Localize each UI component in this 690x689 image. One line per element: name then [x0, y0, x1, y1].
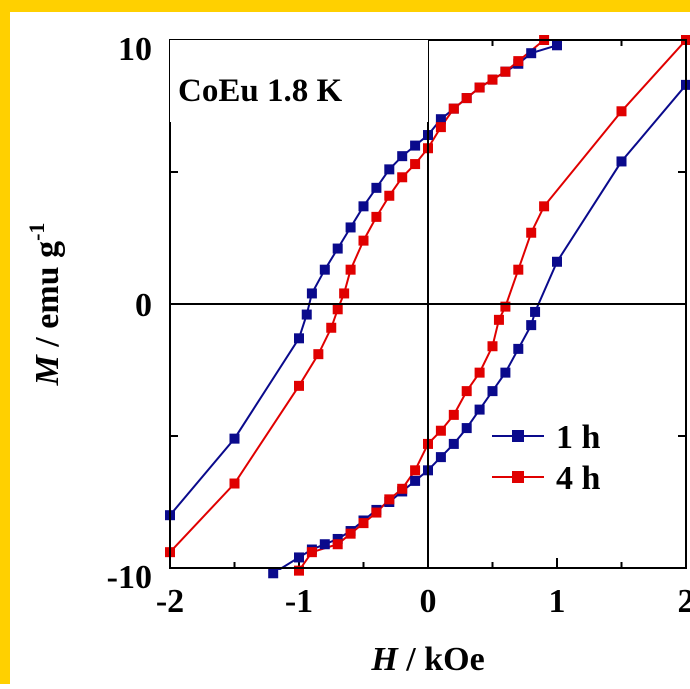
x-tick-label: 2 — [678, 583, 690, 620]
data-point-4-h-return — [307, 547, 317, 557]
data-point-4-h-return — [384, 494, 394, 504]
data-point-1-h-return — [475, 405, 485, 415]
data-point-1-h-return — [617, 156, 627, 166]
data-point-4-h — [488, 75, 498, 85]
data-point-1-h — [384, 164, 394, 174]
data-point-4-h — [397, 172, 407, 182]
data-point-1-h — [302, 310, 312, 320]
legend-label-1h: 1 h — [556, 419, 601, 456]
x-tick-label: 1 — [549, 583, 566, 620]
data-point-4-h — [371, 212, 381, 222]
data-point-4-h-return — [462, 386, 472, 396]
data-point-1-h-return — [410, 476, 420, 486]
legend-marker-4h — [512, 471, 524, 483]
x-axis-unit: / kOe — [398, 641, 485, 678]
data-point-1-h — [294, 333, 304, 343]
data-point-1-h-return — [268, 568, 278, 578]
data-point-1-h — [410, 141, 420, 151]
data-point-4-h-return — [436, 426, 446, 436]
data-point-1-h-return — [462, 423, 472, 433]
data-point-1-h — [552, 40, 562, 50]
data-point-4-h-return — [346, 529, 356, 539]
data-point-1-h — [307, 288, 317, 298]
data-point-1-h — [371, 183, 381, 193]
legend-marker-1h — [512, 430, 524, 442]
data-point-4-h — [449, 104, 459, 114]
y-tick-label: -10 — [107, 559, 152, 596]
data-point-4-h-return — [513, 265, 523, 275]
data-point-1-h — [526, 48, 536, 58]
y-tick-label: 10 — [118, 31, 152, 68]
data-point-4-h — [346, 265, 356, 275]
x-tick-label: -2 — [156, 583, 184, 620]
data-point-1-h-return — [526, 320, 536, 330]
y-axis-unit: / emu g — [29, 241, 66, 355]
data-point-1-h — [397, 151, 407, 161]
data-point-1-h — [333, 244, 343, 254]
data-point-1-h — [320, 265, 330, 275]
data-point-4-h-return — [488, 341, 498, 351]
y-axis-variable: M — [29, 353, 66, 386]
data-point-4-h-return — [371, 508, 381, 518]
data-point-4-h — [462, 93, 472, 103]
data-point-1-h — [230, 434, 240, 444]
x-tick-label: 0 — [420, 583, 437, 620]
data-point-4-h-return — [494, 315, 504, 325]
data-point-4-h-return — [359, 518, 369, 528]
data-point-1-h-return — [436, 452, 446, 462]
data-point-1-h-return — [513, 344, 523, 354]
data-point-4-h — [410, 159, 420, 169]
data-point-4-h-return — [539, 201, 549, 211]
data-point-4-h — [359, 236, 369, 246]
data-point-4-h-return — [526, 228, 536, 238]
data-point-4-h — [333, 304, 343, 314]
data-point-1-h-return — [500, 368, 510, 378]
y-tick-label: 0 — [135, 287, 152, 324]
legend-label-4h: 4 h — [556, 460, 601, 497]
data-point-4-h — [513, 56, 523, 66]
x-axis-variable: H — [370, 641, 399, 678]
x-axis-label: H / kOe — [370, 641, 484, 678]
data-point-4-h — [313, 349, 323, 359]
data-point-4-h-return — [475, 368, 485, 378]
data-point-4-h-return — [617, 106, 627, 116]
data-point-1-h — [346, 222, 356, 232]
data-point-4-h — [475, 83, 485, 93]
data-point-4-h — [339, 288, 349, 298]
data-point-1-h-return — [552, 257, 562, 267]
data-point-1-h-return — [449, 439, 459, 449]
data-point-4-h-return — [410, 465, 420, 475]
data-point-1-h — [359, 201, 369, 211]
data-point-4-h-return — [333, 539, 343, 549]
data-point-4-h — [230, 479, 240, 489]
data-point-4-h — [294, 381, 304, 391]
data-point-4-h — [384, 191, 394, 201]
data-point-4-h-return — [397, 484, 407, 494]
y-axis-unit-superscript: -1 — [24, 223, 49, 241]
x-tick-label: -1 — [285, 583, 313, 620]
data-point-4-h — [500, 67, 510, 77]
data-point-4-h — [436, 122, 446, 132]
data-point-1-h-return — [320, 539, 330, 549]
data-point-1-h-return — [530, 307, 540, 317]
data-point-1-h-return — [294, 552, 304, 562]
data-point-4-h — [326, 323, 336, 333]
data-point-4-h-return — [449, 410, 459, 420]
data-point-1-h-return — [488, 386, 498, 396]
sample-annotation: CoEu 1.8 K — [178, 73, 342, 109]
y-axis-label: M / emu g-1 — [24, 223, 66, 387]
